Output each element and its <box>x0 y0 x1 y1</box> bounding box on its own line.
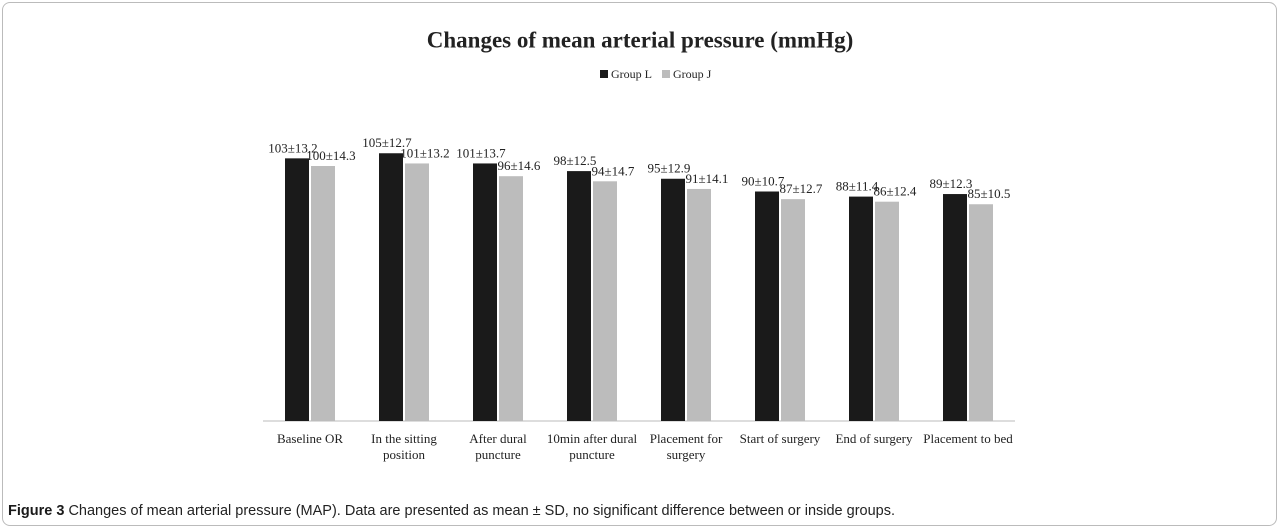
x-tick-label: 10min after dural puncture <box>546 431 638 462</box>
bar <box>755 191 779 421</box>
x-tick-label: Placement to bed <box>923 431 1013 446</box>
bar <box>379 153 403 421</box>
bar <box>687 188 711 421</box>
caption: Figure 3 Changes of mean arterial pressu… <box>8 503 895 519</box>
data-label: 98±12.5 <box>554 153 597 168</box>
data-label: 103±13.2 <box>268 140 317 155</box>
bar <box>849 196 873 421</box>
bar <box>473 163 497 421</box>
x-tick-label: After dural puncture <box>469 431 527 462</box>
data-label: 101±13.7 <box>456 145 506 160</box>
data-label: 88±11.4 <box>836 179 879 194</box>
data-label: 89±12.3 <box>930 176 973 191</box>
data-label: 101±13.2 <box>400 145 449 160</box>
bar <box>499 176 523 421</box>
legend-swatch <box>662 70 670 78</box>
bar <box>405 163 429 421</box>
legend-label: Group J <box>673 67 712 81</box>
caption-text: Changes of mean arterial pressure (MAP).… <box>68 503 896 519</box>
chart-title: Changes of mean arterial pressure (mmHg) <box>427 27 854 52</box>
data-label: 96±14.6 <box>498 158 541 173</box>
legend-swatch <box>600 70 608 78</box>
data-label: 87±12.7 <box>780 181 823 196</box>
data-label: 85±10.5 <box>968 186 1011 201</box>
x-tick-label: Baseline OR <box>276 431 344 446</box>
legend-label: Group L <box>611 67 652 81</box>
bar <box>311 166 335 421</box>
x-tick-label: End of surgery <box>835 431 913 446</box>
bar <box>781 199 805 421</box>
data-label: 94±14.7 <box>592 163 635 178</box>
data-label: 86±12.4 <box>874 184 917 199</box>
data-label: 100±14.3 <box>306 148 355 163</box>
data-label: 90±10.7 <box>742 173 785 188</box>
data-label: 91±14.1 <box>686 171 729 186</box>
x-tick-label: Placement for surgery <box>649 431 723 462</box>
bar <box>875 201 899 421</box>
data-label: 95±12.9 <box>648 161 691 176</box>
bar <box>567 171 591 421</box>
x-tick-label: Start of surgery <box>739 431 821 446</box>
bar <box>661 178 685 421</box>
x-tick-label: In the sitting position <box>371 431 437 462</box>
caption-label: Figure 3 <box>8 503 65 519</box>
bar <box>593 181 617 421</box>
data-label: 105±12.7 <box>362 135 412 150</box>
bar <box>285 158 309 421</box>
bar <box>969 204 993 421</box>
bar <box>943 194 967 421</box>
